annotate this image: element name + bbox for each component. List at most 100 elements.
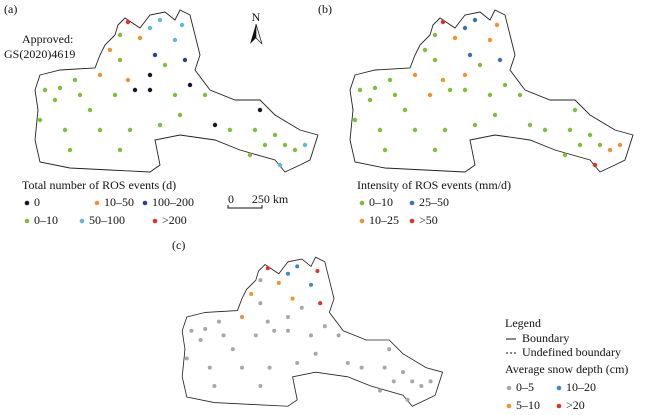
station — [387, 347, 392, 352]
station — [382, 365, 387, 370]
station — [132, 87, 138, 93]
station — [117, 147, 123, 153]
station — [172, 37, 178, 43]
station — [285, 271, 291, 276]
legend-label: 100–200 — [152, 195, 194, 209]
legend-swatch — [142, 200, 148, 206]
legend-swatch — [79, 218, 85, 224]
station — [117, 32, 123, 38]
station — [125, 19, 131, 25]
station — [322, 324, 327, 329]
station — [265, 319, 270, 324]
station — [382, 147, 388, 153]
station — [221, 333, 226, 338]
station — [295, 360, 300, 366]
station — [252, 127, 258, 133]
station — [432, 57, 438, 63]
station — [617, 142, 623, 148]
station — [267, 365, 272, 370]
station — [212, 122, 218, 128]
station — [308, 333, 314, 338]
approval-text: GS(2020)4619 — [4, 47, 75, 61]
legend-text: Undefined boundary — [522, 345, 621, 359]
station — [497, 57, 503, 63]
station — [57, 85, 63, 91]
legend-swatch — [409, 200, 415, 206]
legend-label: 50–100 — [89, 213, 125, 227]
station — [77, 92, 83, 98]
station — [253, 333, 258, 338]
station — [292, 147, 298, 153]
legend-title: Intensity of ROS events (mm/d) — [357, 178, 511, 192]
station — [282, 142, 288, 148]
station — [462, 25, 468, 31]
station — [277, 162, 283, 168]
station — [517, 92, 523, 98]
station — [387, 77, 393, 83]
station — [265, 266, 270, 271]
legend-swatch — [24, 200, 30, 206]
station — [137, 35, 143, 41]
legend-label: >200 — [162, 213, 187, 227]
station — [152, 52, 158, 58]
panel-label: (b) — [318, 2, 332, 16]
legend-swatch — [359, 218, 365, 224]
station — [272, 132, 278, 138]
station — [184, 356, 189, 361]
station — [422, 47, 428, 53]
station — [372, 85, 378, 91]
legend-text: Boundary — [522, 331, 569, 345]
station — [410, 379, 415, 384]
station — [37, 117, 43, 123]
legend-swatch — [506, 385, 512, 391]
station — [157, 122, 163, 128]
map-a — [34, 9, 319, 173]
station — [502, 82, 508, 88]
station — [295, 264, 300, 269]
station — [592, 162, 598, 168]
station — [492, 112, 498, 118]
station — [345, 360, 350, 366]
station — [272, 328, 277, 333]
station — [487, 92, 493, 98]
station — [377, 127, 383, 133]
legend-label: 10–20 — [566, 380, 596, 394]
station — [239, 365, 245, 370]
station — [112, 92, 118, 98]
station — [147, 72, 153, 78]
station — [52, 97, 58, 103]
station — [147, 25, 153, 31]
station — [402, 107, 408, 113]
station — [392, 92, 398, 98]
station — [432, 147, 438, 153]
panel-label: (a) — [4, 2, 17, 16]
legend-swatch — [506, 403, 512, 409]
arrow-half — [255, 23, 263, 45]
station — [567, 127, 573, 133]
station — [405, 397, 410, 402]
station — [432, 32, 438, 38]
station — [212, 383, 217, 389]
legend-swatch — [152, 218, 158, 224]
station — [299, 305, 304, 310]
scale-line — [227, 205, 263, 209]
station — [189, 328, 194, 333]
station — [419, 383, 424, 389]
station — [477, 62, 483, 68]
station — [487, 37, 493, 43]
legend-label: 10–25 — [369, 213, 399, 227]
approval-text: Approved: — [22, 32, 73, 46]
station — [247, 152, 253, 158]
panel-label: (c) — [172, 238, 185, 252]
arrow-half — [250, 24, 256, 44]
legend-swatch — [409, 218, 415, 224]
station — [285, 328, 291, 333]
boundary — [34, 9, 319, 173]
station — [72, 77, 78, 83]
station — [572, 107, 578, 113]
map-c — [181, 256, 444, 407]
station — [87, 107, 93, 113]
north-arrow: N — [250, 10, 263, 45]
station — [177, 112, 183, 118]
